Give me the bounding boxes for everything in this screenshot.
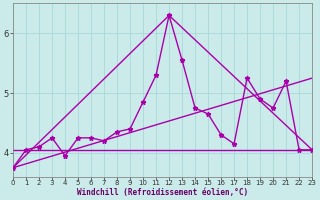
X-axis label: Windchill (Refroidissement éolien,°C): Windchill (Refroidissement éolien,°C) xyxy=(77,188,248,197)
